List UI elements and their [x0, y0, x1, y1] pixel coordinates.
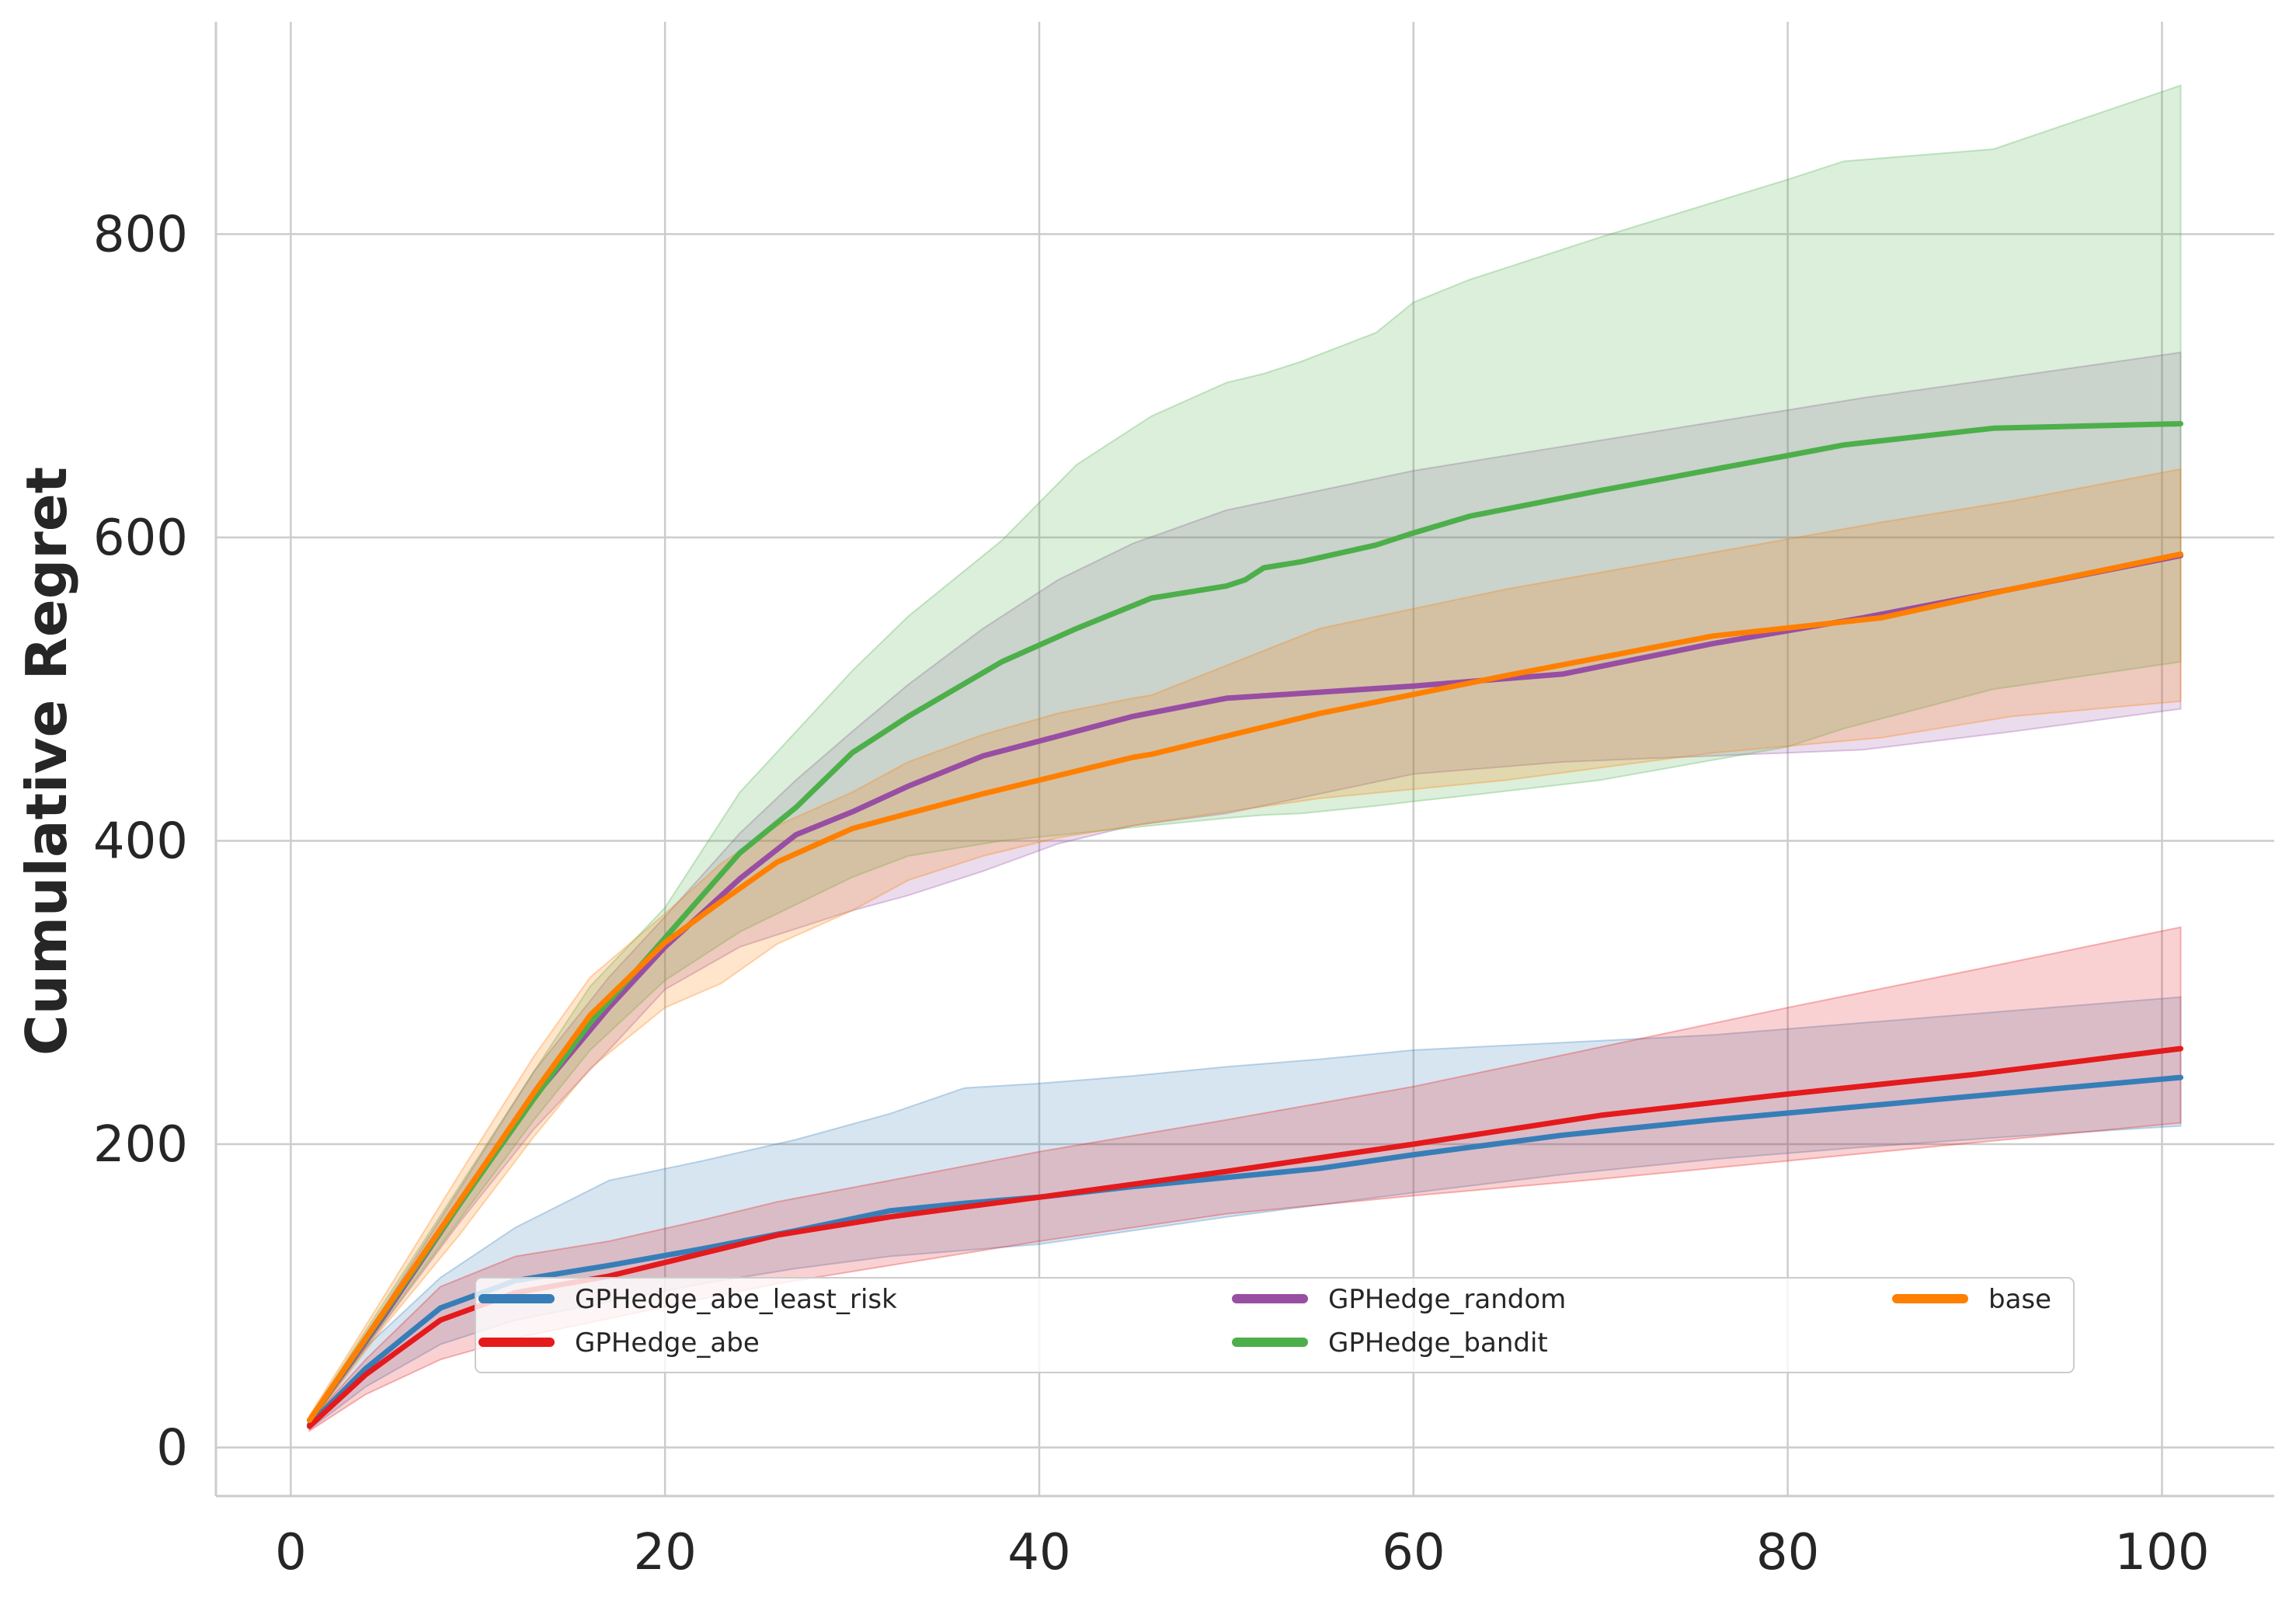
gridlines [216, 22, 2274, 1496]
line-gphedge-bandit [307, 421, 2183, 1423]
line-gphedge-abe [307, 1046, 2183, 1429]
legend-label-gphedge-bandit: GPHedge_bandit [1328, 1327, 1548, 1359]
y-tick-label: 600 [93, 510, 188, 567]
x-tick-label: 80 [1756, 1524, 1819, 1581]
y-tick-label: 400 [93, 812, 188, 870]
confidence-bands [308, 84, 2182, 1432]
y-tick-label: 200 [93, 1116, 188, 1174]
legend-label-base: base [1988, 1284, 2051, 1315]
y-axis-label: Cumulative Regret [14, 467, 79, 1056]
legend-label-gphedge-abe: GPHedge_abe [575, 1327, 760, 1359]
x-tick-label: 0 [275, 1524, 307, 1581]
x-tick-label: 100 [2114, 1524, 2209, 1581]
x-tick-label: 60 [1382, 1524, 1445, 1581]
legend-label-gphedge-abe-least-risk: GPHedge_abe_least_risk [575, 1284, 897, 1315]
band-gphedge-random [308, 351, 2182, 1426]
y-tick-label: 0 [156, 1420, 188, 1477]
legend-label-gphedge-random: GPHedge_random [1328, 1284, 1566, 1315]
legend: GPHedge_abe_least_risk GPHedge_abe GPHedge… [475, 1277, 2075, 1373]
tick-labels: 0 20 40 60 80 100 0 200 400 600 800 [93, 206, 2210, 1581]
legend-frame [475, 1277, 2075, 1373]
band-gphedge-bandit [308, 84, 2182, 1426]
line-base [307, 551, 2183, 1423]
x-tick-label: 20 [633, 1524, 696, 1581]
y-tick-label: 800 [93, 206, 188, 263]
x-tick-label: 40 [1007, 1524, 1070, 1581]
axis-spines [214, 22, 2274, 1498]
